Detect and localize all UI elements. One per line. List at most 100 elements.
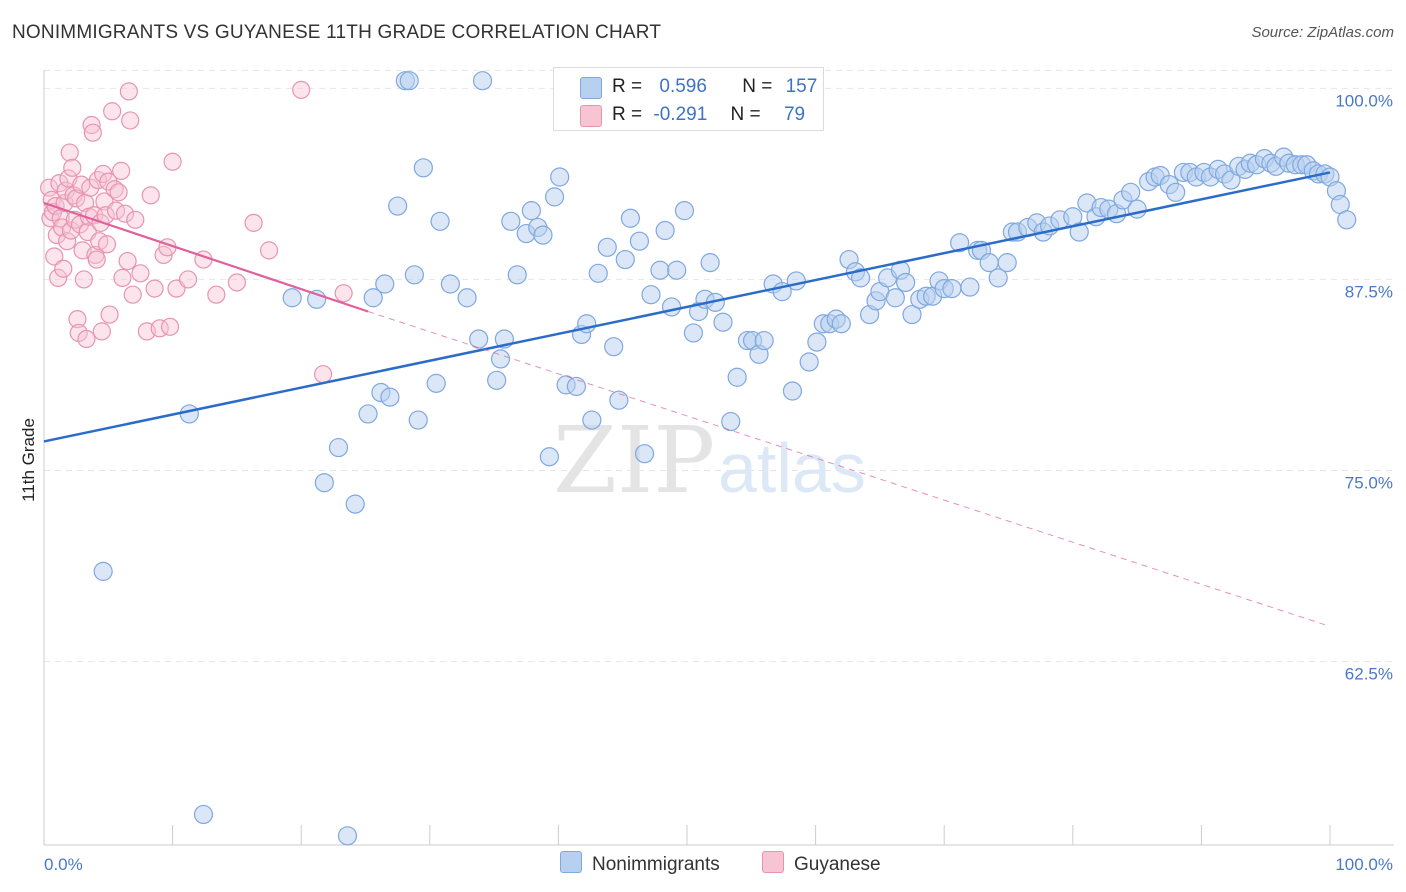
guyanese-point xyxy=(97,235,117,254)
nonimmigrant-point xyxy=(469,329,489,349)
nonimmigrant-point xyxy=(388,196,408,216)
nonimmigrant-point xyxy=(457,288,477,308)
guyanese-point xyxy=(83,123,102,142)
nonimmigrant-point xyxy=(634,444,655,464)
nonimmigrant-point xyxy=(426,373,446,393)
pink-swatch xyxy=(580,105,602,127)
legend-item-nonimmigrants: Nonimmigrants xyxy=(560,851,720,876)
nonimmigrant-point xyxy=(667,260,687,280)
guyanese-point xyxy=(103,102,122,121)
nonimmigrant-point xyxy=(533,225,553,245)
legend-label: Guyanese xyxy=(794,854,881,875)
nonimmigrant-point xyxy=(550,167,570,187)
guyanese-point xyxy=(160,317,180,336)
nonimmigrant-point xyxy=(472,71,493,91)
guyanese-point xyxy=(50,174,69,193)
nonimmigrant-point xyxy=(501,211,521,231)
nonimmigrant-point xyxy=(727,367,747,387)
guyanese-point xyxy=(115,204,135,223)
guyanese-point xyxy=(334,284,353,303)
nonimmigrant-point xyxy=(314,473,334,493)
axes xyxy=(43,70,1394,846)
nonimmigrant-point xyxy=(507,265,527,285)
nonimmigrant-point xyxy=(566,376,587,397)
nonimmigrant-point xyxy=(661,297,682,317)
r-value: -0.291 xyxy=(653,104,708,125)
nonimmigrant-point xyxy=(358,404,378,424)
gridlines xyxy=(44,69,1394,663)
guyanese-point xyxy=(207,285,226,304)
guyanese-point xyxy=(58,232,77,251)
nonimmigrant-point xyxy=(487,370,507,390)
blue-swatch xyxy=(560,851,582,873)
nonimmigrant-point xyxy=(413,158,433,178)
guyanese-point xyxy=(87,250,106,269)
nonimmigrant-point xyxy=(521,201,541,221)
nonimmigrant-point xyxy=(896,272,916,293)
x-tick-label: 0.0% xyxy=(44,855,83,874)
y-tick-label: 87.5% xyxy=(1345,282,1393,301)
nonimmigrant-point xyxy=(700,253,720,273)
nonimmigrant-point xyxy=(831,314,851,334)
guyanese-point xyxy=(121,111,140,130)
y-tick-label: 75.0% xyxy=(1345,473,1393,492)
guyanese-point xyxy=(67,189,86,208)
guyanese-point xyxy=(68,310,87,329)
y-tick-labels: 62.5% 75.0% 87.5% 100.0% xyxy=(1335,91,1393,683)
guyanese-point xyxy=(118,251,137,271)
nonimmigrant-point xyxy=(650,260,670,280)
nonimmigrant-point xyxy=(490,349,511,369)
nonimmigrant-point xyxy=(960,277,980,297)
r-label: R = xyxy=(612,104,643,125)
nonimmigrant-point xyxy=(430,211,450,231)
nonimmigrant-point xyxy=(337,826,358,846)
nonimmigrant-point xyxy=(721,411,741,432)
nonimmigrant-point xyxy=(885,288,905,308)
guyanese-trend-line xyxy=(43,201,369,313)
legend-label: Nonimmigrants xyxy=(592,854,720,875)
nonimmigrant-trend-line xyxy=(43,171,1331,443)
nonimmigrant-point xyxy=(641,285,661,305)
nonimmigrant-point xyxy=(754,330,774,351)
nonimmigrant-point xyxy=(1337,210,1357,230)
nonimmigrant-point xyxy=(782,381,803,401)
nonimmigrant-point xyxy=(799,352,819,372)
guyanese-point xyxy=(82,115,101,135)
nonimmigrant-point xyxy=(629,231,650,251)
guyanese-point xyxy=(60,143,79,162)
r-label: R = xyxy=(612,76,643,97)
nonimmigrant-point xyxy=(179,404,199,424)
guyanese-point xyxy=(141,186,160,205)
nonimmigrant-point xyxy=(328,437,349,458)
x-tick-label: 100.0% xyxy=(1335,855,1393,874)
legend-row-nonimmigrants: R = 0.596 N = 157 xyxy=(554,74,823,104)
guyanese-trend-extension xyxy=(367,311,1331,627)
nonimmigrant-point xyxy=(1127,199,1147,219)
nonimmigrant-point xyxy=(1069,222,1089,242)
stats-legend: R = 0.596 N = 157 R = -0.291 N = 79 xyxy=(553,67,824,131)
guyanese-point xyxy=(123,285,142,304)
n-value: 79 xyxy=(783,104,806,125)
source-credit: Source: ZipAtlas.com xyxy=(1251,24,1394,41)
guyanese-point xyxy=(49,268,68,287)
blue-swatch xyxy=(580,77,602,99)
nonimmigrant-point xyxy=(404,265,424,285)
guyanese-point xyxy=(77,329,96,349)
guyanese-point xyxy=(51,209,70,228)
watermark-atlas: atlas xyxy=(718,429,866,507)
nonimmigrant-point xyxy=(683,323,704,343)
nonimmigrant-point xyxy=(375,274,395,294)
nonimmigrant-point xyxy=(655,220,675,241)
nonimmigrant-points xyxy=(93,71,1357,846)
guyanese-point xyxy=(259,241,279,260)
guyanese-point xyxy=(227,273,246,292)
nonimmigrant-point xyxy=(193,804,214,825)
nonimmigrant-point xyxy=(604,337,624,357)
nonimmigrant-point xyxy=(713,312,733,332)
nonimmigrant-point xyxy=(620,208,641,228)
trend-lines xyxy=(43,171,1331,627)
guyanese-point xyxy=(112,161,131,180)
nonimmigrant-point xyxy=(380,387,400,407)
guyanese-point xyxy=(244,213,263,232)
